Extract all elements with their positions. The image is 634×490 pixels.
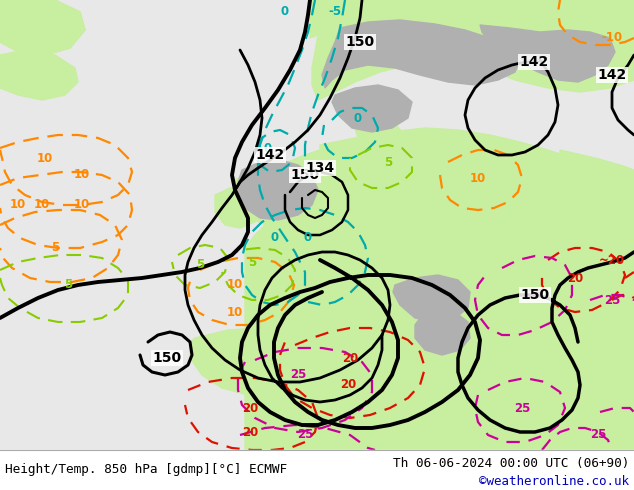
Polygon shape xyxy=(312,18,634,100)
Text: 20: 20 xyxy=(567,271,583,285)
Text: 10: 10 xyxy=(470,172,486,185)
Text: -10: -10 xyxy=(602,31,623,45)
Text: 10: 10 xyxy=(34,198,50,212)
Polygon shape xyxy=(495,150,634,450)
Polygon shape xyxy=(0,50,78,100)
Text: Height/Temp. 850 hPa [gdmp][°C] ECMWF: Height/Temp. 850 hPa [gdmp][°C] ECMWF xyxy=(5,464,287,476)
Polygon shape xyxy=(238,160,318,220)
Bar xyxy=(0,450,634,490)
Text: 5: 5 xyxy=(384,155,392,169)
Polygon shape xyxy=(393,275,470,322)
Text: 142: 142 xyxy=(519,55,548,69)
Text: 20: 20 xyxy=(242,401,258,415)
Polygon shape xyxy=(355,118,402,152)
Text: -5: -5 xyxy=(328,5,342,19)
Text: 5: 5 xyxy=(196,259,204,271)
Text: 150: 150 xyxy=(152,351,181,365)
Text: 25: 25 xyxy=(590,428,606,441)
Text: 10: 10 xyxy=(227,278,243,292)
Text: 142: 142 xyxy=(597,68,626,82)
Text: 10: 10 xyxy=(37,151,53,165)
Text: ©weatheronline.co.uk: ©weatheronline.co.uk xyxy=(479,475,629,488)
Text: ~20: ~20 xyxy=(599,253,625,267)
Text: 25: 25 xyxy=(290,368,306,382)
Text: 20: 20 xyxy=(342,351,358,365)
Text: 0: 0 xyxy=(264,142,272,154)
Text: 134: 134 xyxy=(306,161,335,175)
Polygon shape xyxy=(415,312,470,355)
Text: 150: 150 xyxy=(346,35,375,49)
Polygon shape xyxy=(322,20,520,88)
Text: 5: 5 xyxy=(51,242,59,254)
Text: 25: 25 xyxy=(527,289,543,301)
Polygon shape xyxy=(0,0,85,55)
Text: Th 06-06-2024 00:00 UTC (06+90): Th 06-06-2024 00:00 UTC (06+90) xyxy=(392,458,629,470)
Text: 20: 20 xyxy=(340,378,356,392)
Text: 0: 0 xyxy=(354,112,362,124)
Polygon shape xyxy=(245,128,634,450)
Text: 25: 25 xyxy=(604,294,620,307)
Polygon shape xyxy=(495,236,634,338)
Text: 150: 150 xyxy=(290,168,320,182)
Text: 25: 25 xyxy=(514,401,530,415)
Text: 10: 10 xyxy=(74,169,90,181)
Text: 10: 10 xyxy=(10,198,26,212)
Polygon shape xyxy=(480,25,615,82)
Polygon shape xyxy=(332,85,412,132)
Polygon shape xyxy=(0,0,85,55)
Text: 0: 0 xyxy=(304,231,312,245)
Text: 5: 5 xyxy=(248,255,256,269)
Text: 142: 142 xyxy=(256,148,285,162)
Text: 5: 5 xyxy=(64,278,72,292)
Text: 25: 25 xyxy=(297,428,313,441)
Text: 10: 10 xyxy=(74,198,90,212)
Polygon shape xyxy=(608,25,634,48)
Text: 0: 0 xyxy=(271,231,279,245)
Text: 20: 20 xyxy=(242,425,258,439)
Polygon shape xyxy=(310,0,634,38)
Text: 150: 150 xyxy=(521,288,550,302)
Polygon shape xyxy=(235,165,325,228)
Polygon shape xyxy=(215,188,262,228)
Text: 10: 10 xyxy=(227,305,243,318)
Text: 0: 0 xyxy=(281,5,289,19)
Polygon shape xyxy=(190,328,322,395)
